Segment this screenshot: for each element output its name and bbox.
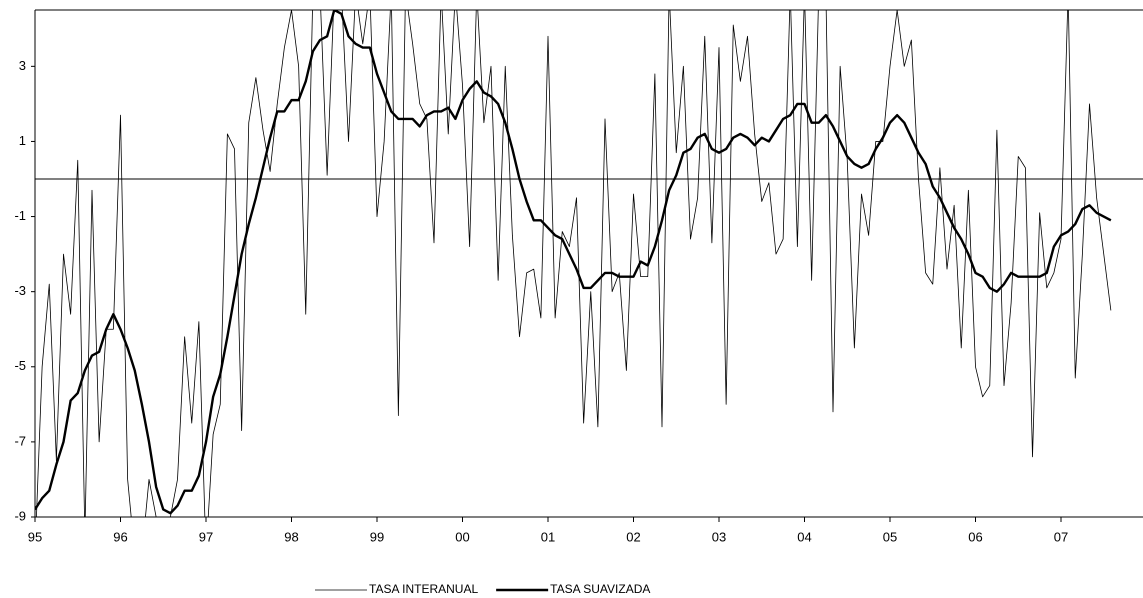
- y-tick-label: -1: [14, 208, 26, 223]
- x-tick-label: 00: [455, 529, 469, 544]
- x-tick-label: 97: [199, 529, 213, 544]
- x-tick-label: 01: [541, 529, 555, 544]
- x-tick-label: 02: [626, 529, 640, 544]
- legend: TASA INTERANUAL TASA SUAVIZADA: [315, 582, 650, 596]
- y-tick-label: -9: [14, 508, 26, 523]
- x-tick-label: 05: [883, 529, 897, 544]
- plot-area: [35, 10, 1112, 517]
- y-tick-label: -5: [14, 358, 26, 373]
- legend-label: TASA SUAVIZADA: [550, 582, 650, 596]
- x-tick-label: 96: [113, 529, 127, 544]
- x-tick-label: 03: [712, 529, 726, 544]
- x-tick-label: 06: [968, 529, 982, 544]
- x-tick-label: 95: [28, 529, 42, 544]
- x-tick-label: 99: [370, 529, 384, 544]
- x-tick-label: 98: [284, 529, 298, 544]
- y-tick-label: 3: [19, 58, 26, 73]
- y-tick-label: -3: [14, 283, 26, 298]
- series-line: [36, 10, 1112, 517]
- legend-label: TASA INTERANUAL: [369, 582, 478, 596]
- y-tick-label: -7: [14, 433, 26, 448]
- x-tick-label: 07: [1054, 529, 1068, 544]
- series-line: [35, 10, 1112, 515]
- x-tick-label: 04: [797, 529, 811, 544]
- y-tick-label: 1: [19, 133, 26, 148]
